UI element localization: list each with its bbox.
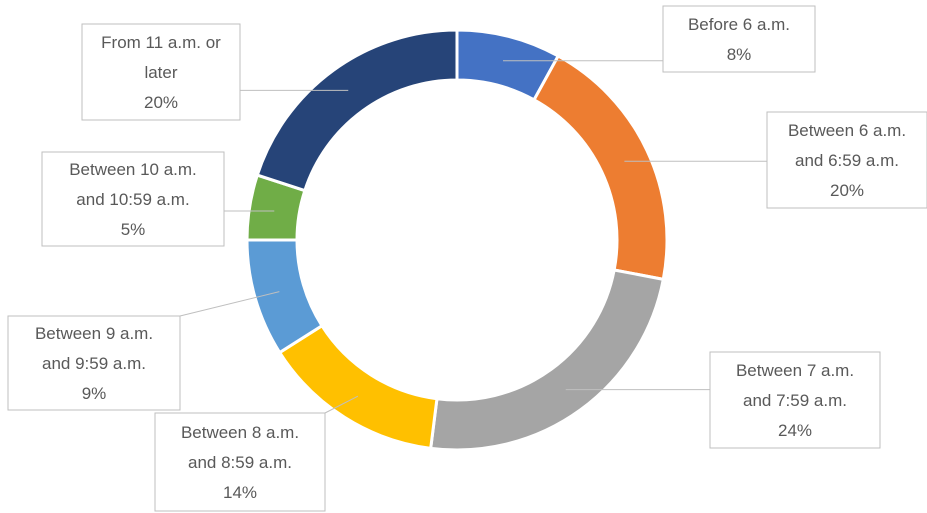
category-label-6-line-0: From 11 a.m. or bbox=[101, 33, 221, 52]
callout-leader-lines bbox=[179, 60, 767, 414]
category-label-0-line-0: Before 6 a.m. bbox=[688, 15, 790, 34]
category-label-4-line-1: and 9:59 a.m. bbox=[42, 354, 146, 373]
callout-box-3 bbox=[154, 412, 326, 512]
category-label-2-line-1: and 7:59 a.m. bbox=[743, 391, 847, 410]
callout-box-4 bbox=[7, 315, 181, 411]
category-label-5-line-1: and 10:59 a.m. bbox=[76, 190, 189, 209]
value-label-4: 9% bbox=[82, 384, 107, 403]
category-label-2-line-0: Between 7 a.m. bbox=[736, 361, 854, 380]
value-label-3: 14% bbox=[223, 483, 257, 502]
category-label-6-line-1: later bbox=[144, 63, 177, 82]
callout-0: Before 6 a.m. 8% bbox=[662, 5, 816, 73]
callout-6: From 11 a.m. or later 20% bbox=[81, 23, 241, 121]
callout-box-0 bbox=[662, 5, 816, 73]
callout-5: Between 10 a.m. and 10:59 a.m. 5% bbox=[41, 151, 225, 247]
value-label-0: 8% bbox=[727, 45, 752, 64]
leader-line-4 bbox=[179, 291, 280, 317]
doughnut-slice-6 bbox=[255, 28, 459, 193]
category-label-1-line-0: Between 6 a.m. bbox=[788, 121, 906, 140]
doughnut-slice-1 bbox=[532, 53, 669, 282]
callout-4: Between 9 a.m. and 9:59 a.m. 9% bbox=[7, 315, 181, 411]
doughnut-slices bbox=[245, 28, 669, 452]
callout-box-5 bbox=[41, 151, 225, 247]
category-label-1-line-1: and 6:59 a.m. bbox=[795, 151, 899, 170]
value-label-1: 20% bbox=[830, 181, 864, 200]
callout-box-1 bbox=[766, 111, 927, 209]
value-label-2: 24% bbox=[778, 421, 812, 440]
doughnut-slice-2 bbox=[429, 268, 666, 452]
category-label-3-line-1: and 8:59 a.m. bbox=[188, 453, 292, 472]
data-callouts: Before 6 a.m. 8% Between 6 a.m. and 6:59 a.… bbox=[7, 5, 927, 512]
callout-3: Between 8 a.m. and 8:59 a.m. 14% bbox=[154, 412, 326, 512]
leader-line-3 bbox=[324, 395, 359, 414]
callout-box-2 bbox=[709, 351, 881, 449]
callout-2: Between 7 a.m. and 7:59 a.m. 24% bbox=[709, 351, 881, 449]
callout-box-6 bbox=[81, 23, 241, 121]
category-label-3-line-0: Between 8 a.m. bbox=[181, 423, 299, 442]
category-label-4-line-0: Between 9 a.m. bbox=[35, 324, 153, 343]
value-label-6: 20% bbox=[144, 93, 178, 112]
value-label-5: 5% bbox=[121, 220, 146, 239]
callout-1: Between 6 a.m. and 6:59 a.m. 20% bbox=[766, 111, 927, 209]
category-label-5-line-0: Between 10 a.m. bbox=[69, 160, 197, 179]
